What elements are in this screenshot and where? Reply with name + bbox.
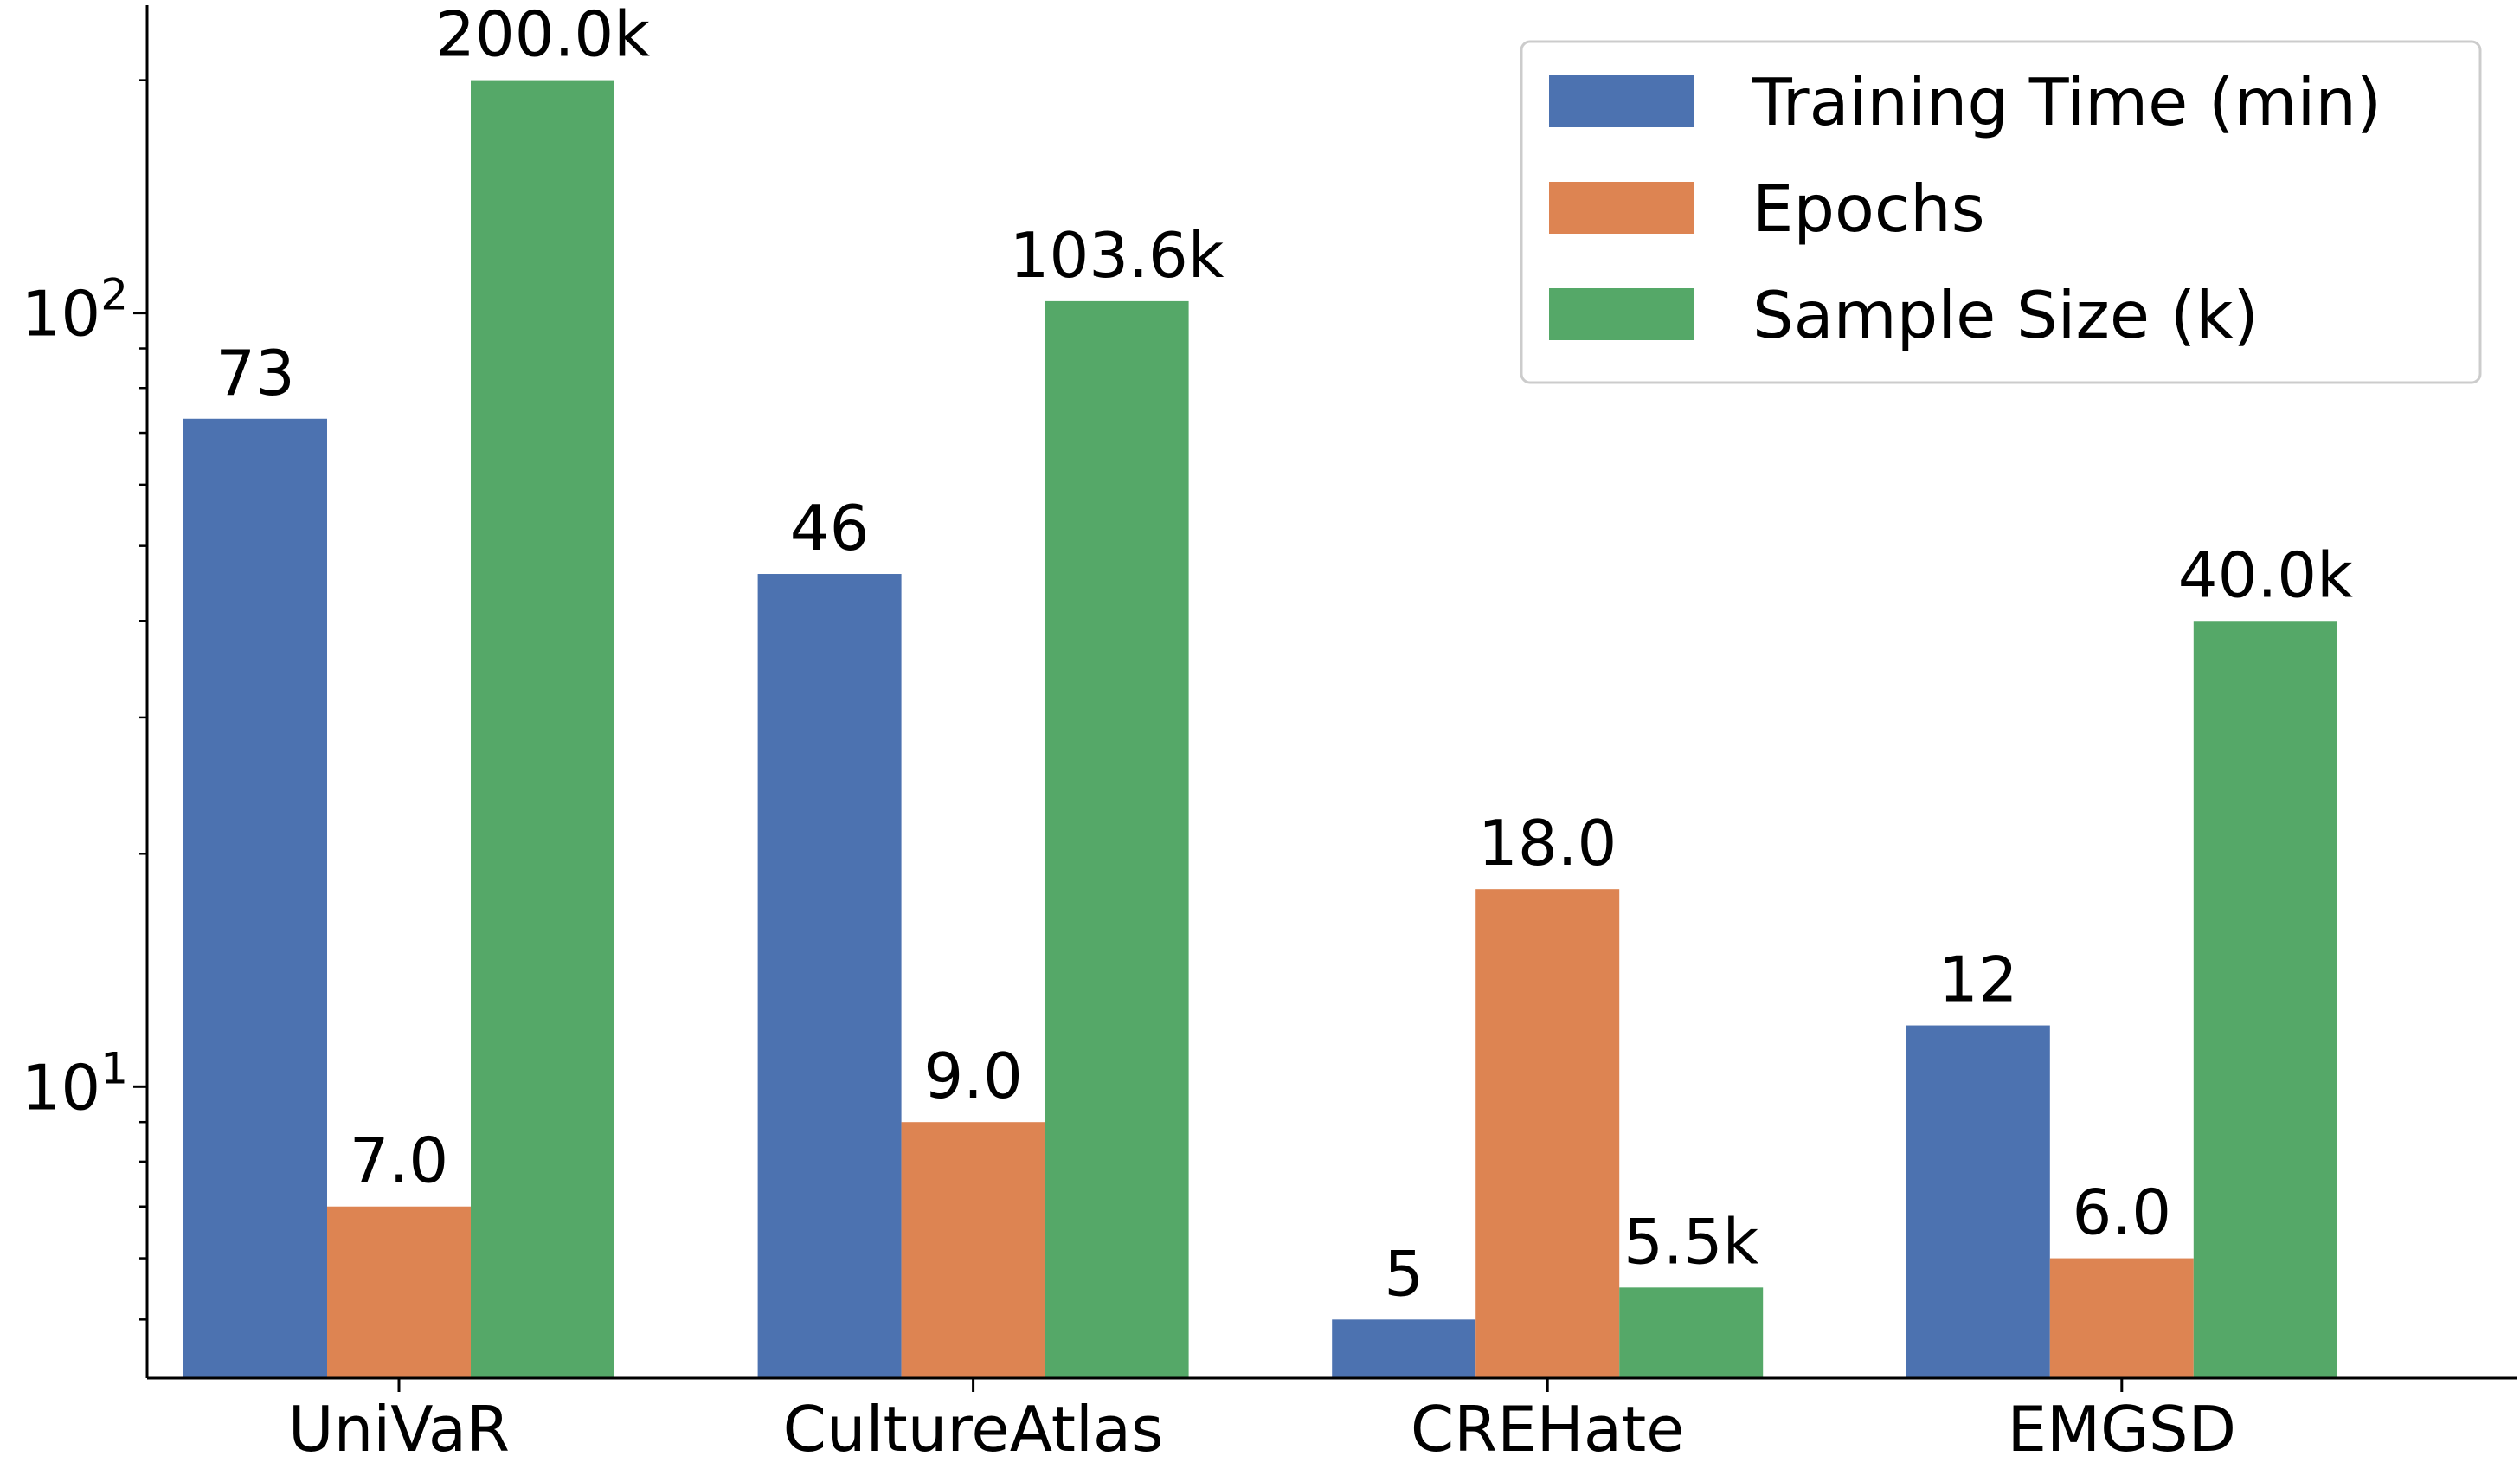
bar-label-crehate-sample-size-k: 5.5k [1623, 1205, 1759, 1278]
bar-cultureatlas-training-time-min [757, 574, 902, 1378]
bar-crehate-sample-size-k [1619, 1287, 1764, 1378]
x-tick-label: CultureAtlas [783, 1393, 1164, 1466]
bar-cultureatlas-epochs [901, 1122, 1045, 1378]
legend-swatch-training-time-min [1549, 75, 1694, 127]
legend-box [1520, 40, 2482, 384]
x-tick-label: UniVaR [288, 1393, 510, 1466]
bar-label-emgsd-sample-size-k: 40.0k [2178, 538, 2353, 611]
bar-univar-sample-size-k [471, 80, 614, 1379]
bar-label-emgsd-epochs: 6.0 [2073, 1176, 2172, 1249]
bar-univar-training-time-min [183, 418, 327, 1379]
y-tick-label: 101 [22, 1043, 128, 1124]
bar-label-univar-sample-size-k: 200.0k [435, 0, 650, 71]
bar-label-cultureatlas-sample-size-k: 103.6k [1010, 219, 1225, 292]
y-tick-label: 102 [22, 270, 128, 351]
legend: Training Time (min) Epochs Sample Size (k) [1520, 40, 2482, 384]
bar-label-crehate-training-time-min: 5 [1384, 1237, 1424, 1310]
bar-emgsd-epochs [2049, 1258, 2194, 1378]
legend-label-sample-size-k: Sample Size (k) [1752, 277, 2259, 353]
legend-label-epochs: Epochs [1752, 171, 1985, 247]
bar-label-cultureatlas-training-time-min: 46 [790, 492, 870, 564]
bar-crehate-training-time-min [1332, 1319, 1476, 1378]
bar-label-cultureatlas-epochs: 9.0 [923, 1040, 1023, 1112]
bar-emgsd-training-time-min [1906, 1025, 2050, 1378]
legend-label-training-time-min: Training Time (min) [1752, 64, 2382, 140]
bar-cultureatlas-sample-size-k [1045, 300, 1189, 1379]
bar-univar-epochs [327, 1206, 471, 1378]
bar-label-univar-training-time-min: 73 [215, 337, 295, 409]
x-tick-label: CREHate [1411, 1393, 1685, 1466]
bar-emgsd-sample-size-k [2193, 621, 2337, 1378]
axes-layer: 101 102 UniVaR CultureAtlas CREHate EMGSD [22, 5, 2517, 1466]
legend-swatch-epochs [1549, 182, 1694, 234]
bar-label-univar-epochs: 7.0 [350, 1124, 449, 1197]
legend-swatch-sample-size-k [1549, 288, 1694, 340]
bar-crehate-epochs [1475, 889, 1620, 1378]
bar-label-emgsd-training-time-min: 12 [1938, 944, 2018, 1016]
x-tick-label: EMGSD [2008, 1393, 2237, 1466]
bar-label-crehate-epochs: 18.0 [1478, 807, 1617, 879]
bars-layer [183, 80, 2337, 1379]
bar-labels-layer: 73 7.0 200.0k 46 9.0 103.6k 5 18.0 5.5k 12 6.0 40.0… [215, 0, 2353, 1310]
